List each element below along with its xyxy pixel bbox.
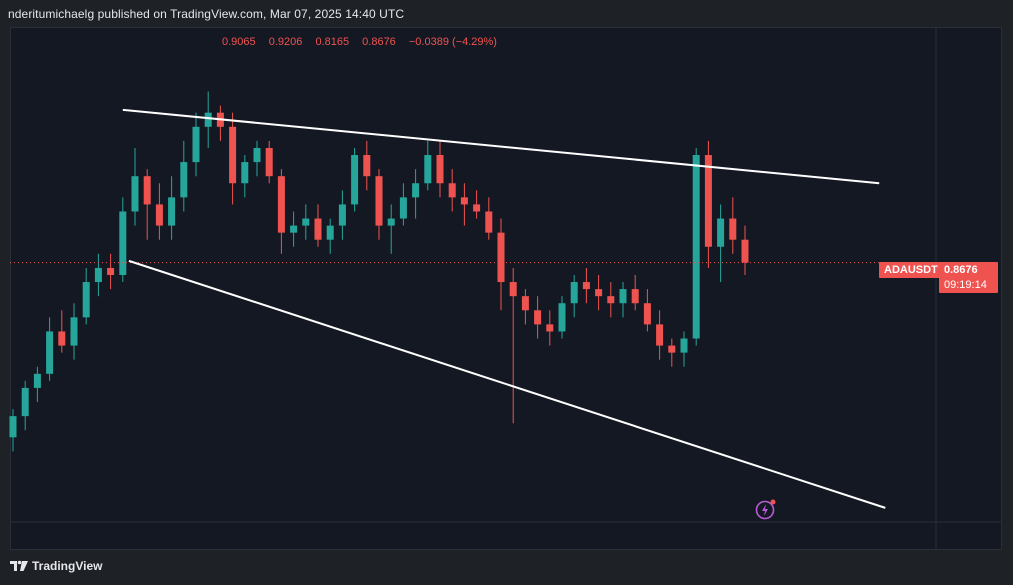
ohlc-close: 0.8676 [362,36,396,48]
candle-body [326,225,334,240]
candle-body [729,218,737,240]
candle-body [94,267,102,283]
candle-body [521,296,529,311]
candle-body [546,324,554,332]
candle-body [704,155,712,247]
trendline-upper [122,108,880,185]
candle-body [302,218,310,226]
lightning-icon[interactable] [755,498,777,520]
candle-body [387,218,395,226]
candle-body [119,211,127,275]
candle-body [143,176,151,205]
candle-body [82,282,90,318]
candle-body [33,373,41,388]
candle-body [399,197,407,219]
candle-body [485,211,493,233]
candle-body [314,218,322,240]
candle-body [582,282,590,290]
candle-body [21,387,29,417]
candle-body [375,176,383,226]
candle-body [497,232,505,283]
candle-body [241,162,249,184]
candle-body [168,197,176,226]
candle-body [363,155,371,177]
candle-body [460,197,468,205]
ohlc-high: 0.9206 [268,36,303,48]
candle-body [668,345,676,353]
ohlc-change: −0.0389 (−4.29%) [408,36,497,48]
candle-body [107,267,115,275]
candle-body [338,204,346,226]
candle-body [265,147,273,177]
candle-body [424,155,432,184]
candle-body [253,147,261,163]
ohlc-open: 0.9065 [222,36,256,48]
tradingview-footer[interactable]: TradingView [10,559,102,573]
candle-body [351,155,359,205]
candle-body [58,331,66,346]
candle-body [509,282,517,297]
candle-body [558,303,566,332]
candle-body [180,162,188,198]
candle-body [473,204,481,212]
last-price-badge: 0.8676 [939,262,998,278]
publisher-caption: nderitumichaelg published on TradingView… [8,7,405,21]
candle-body [656,324,664,346]
bar-countdown-badge: 09:19:14 [939,277,998,293]
candle-body [631,289,639,304]
candle-body [717,218,725,247]
candle-body [204,112,212,127]
tradingview-brand: TradingView [32,559,103,573]
candle-body [70,317,78,346]
candle-body [229,126,237,184]
candle-body [534,310,542,325]
candle-body [607,296,615,304]
candle-body [131,176,139,212]
candle-body [643,303,651,325]
candle-body [192,126,200,163]
trendline-lower [128,259,886,509]
candle-body [448,183,456,198]
candle-body [680,338,688,353]
ohlc-low: 0.8165 [315,36,350,48]
candle-body [595,289,603,297]
candle-body [570,282,578,304]
candle-body [277,176,285,233]
candle-body [436,155,444,184]
candle-body [619,289,627,304]
tradingview-logo-icon [10,560,28,571]
candle-body [412,183,420,198]
candle-body [692,155,700,339]
candle-body [741,239,749,263]
candles-layer [9,91,749,452]
symbol-badge: ADAUSDT [879,262,943,278]
candle-body [9,416,17,438]
trendlines-layer [10,108,936,509]
candle-body [46,331,54,374]
ohlc-readout: 0.9065 0.9206 0.8165 0.8676 −0.0389 (−4.… [222,36,507,48]
candle-body [290,225,298,233]
candle-body [155,204,163,226]
